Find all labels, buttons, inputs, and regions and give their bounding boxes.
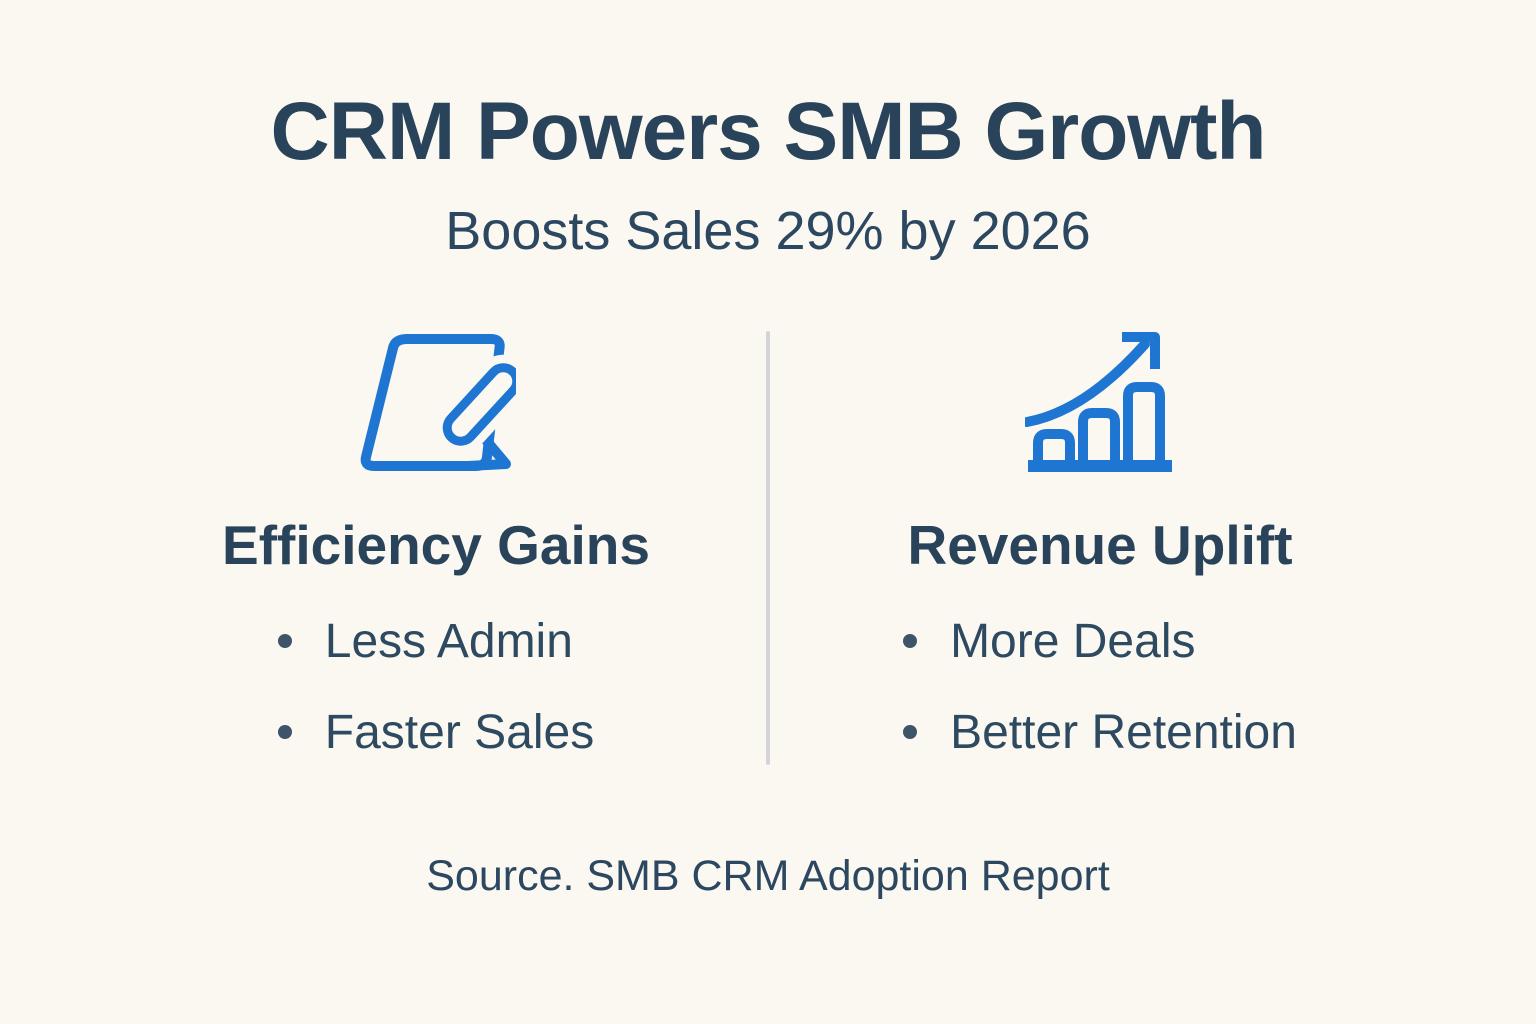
bullet-dot — [903, 725, 918, 740]
growth-chart-icon — [1025, 327, 1175, 479]
bullet-text: Faster Sales — [324, 705, 595, 759]
page-subtitle: Boosts Sales 29% by 2026 — [445, 200, 1091, 261]
column-efficiency: Efficiency Gains Less Admin Faster Sales — [106, 327, 766, 778]
list-item: Faster Sales — [277, 687, 595, 778]
column-heading-efficiency: Efficiency Gains — [222, 514, 650, 577]
bullet-text: More Deals — [950, 614, 1196, 668]
column-heading-revenue: Revenue Uplift — [907, 514, 1293, 577]
list-item: Less Admin — [277, 596, 594, 687]
bullet-dot — [903, 634, 918, 649]
bullet-dot — [277, 634, 292, 649]
list-item: Better Retention — [903, 687, 1297, 778]
column-revenue: Revenue Uplift More Deals Better Retenti… — [770, 327, 1430, 778]
page-title: CRM Powers SMB Growth — [270, 86, 1267, 177]
columns-row: Efficiency Gains Less Admin Faster Sales — [0, 327, 1536, 778]
notepad-pen-icon — [356, 327, 516, 479]
list-item: More Deals — [903, 596, 1297, 687]
header: CRM Powers SMB Growth Boosts Sales 29% b… — [0, 0, 1536, 261]
footer: Source. SMB CRM Adoption Report — [0, 852, 1536, 901]
source-text: Source. SMB CRM Adoption Report — [426, 851, 1110, 900]
bullet-dot — [277, 725, 292, 740]
bullet-text: Better Retention — [950, 705, 1297, 759]
bullet-list-efficiency: Less Admin Faster Sales — [277, 596, 595, 778]
bullet-list-revenue: More Deals Better Retention — [903, 596, 1297, 778]
vertical-divider — [766, 331, 770, 766]
bullet-text: Less Admin — [324, 614, 573, 668]
